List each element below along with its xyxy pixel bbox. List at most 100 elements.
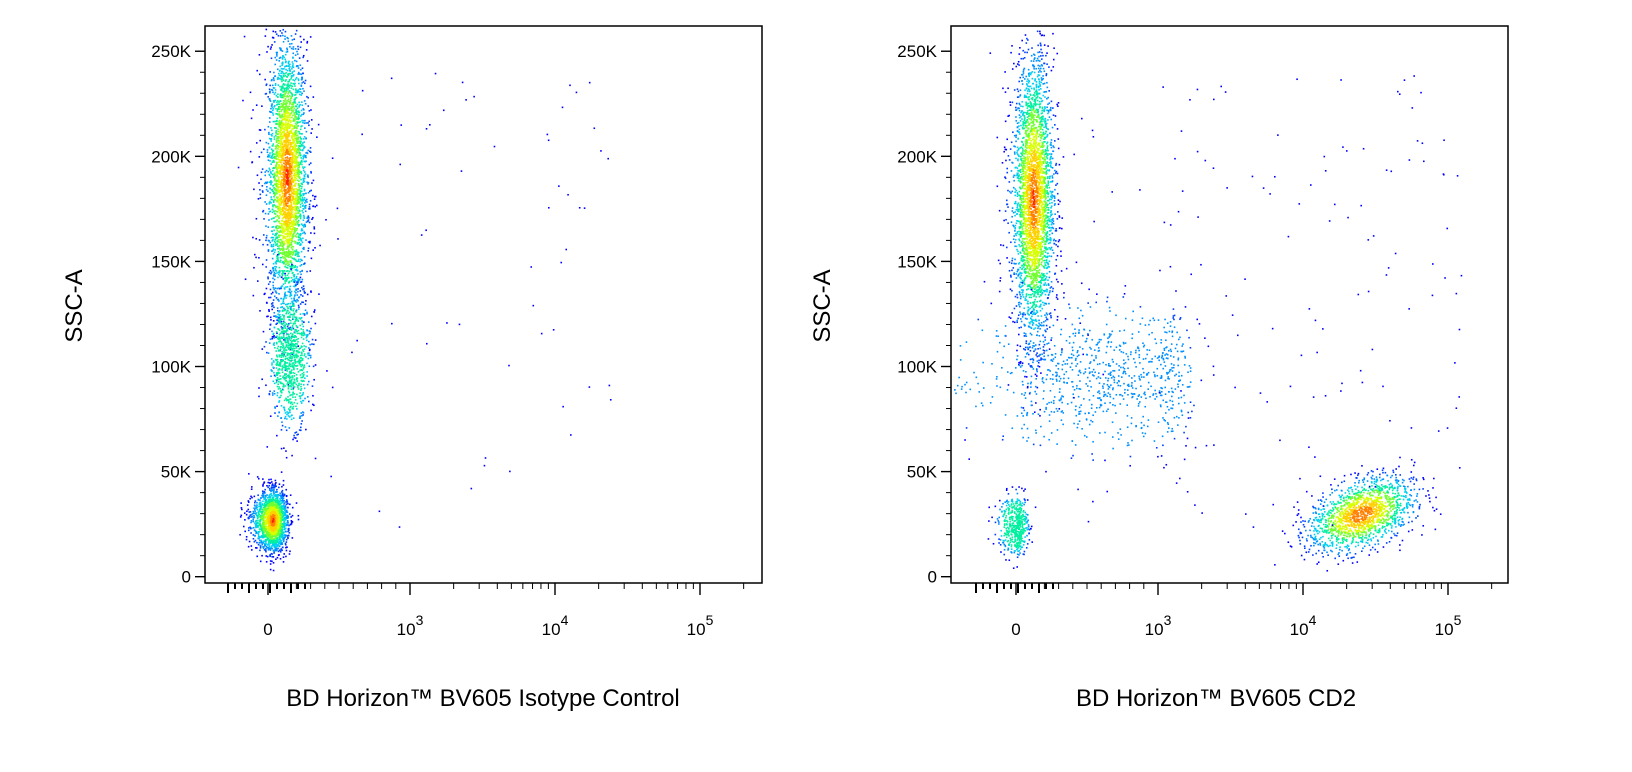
event-dot <box>301 202 303 204</box>
event-dot <box>269 241 272 244</box>
event-dot <box>287 346 289 348</box>
event-dot <box>294 396 297 398</box>
event-dot <box>271 157 274 159</box>
event-dot <box>274 268 277 270</box>
event-dot <box>296 140 298 143</box>
event-dot <box>279 275 281 277</box>
event-dot <box>272 149 275 152</box>
event-dot <box>290 238 293 240</box>
event-dot <box>285 147 287 150</box>
event-dot <box>304 291 306 294</box>
event-dot <box>276 337 279 339</box>
event-dot <box>285 280 288 282</box>
event-dot <box>272 299 275 301</box>
event-dot <box>307 105 310 107</box>
event-dot <box>276 385 279 388</box>
event-dot <box>260 151 263 154</box>
event-dot <box>297 115 300 117</box>
event-dot <box>290 251 293 253</box>
event-dot <box>286 127 289 130</box>
event-dot <box>285 166 288 169</box>
event-dot <box>281 166 284 169</box>
event-dot <box>288 103 291 105</box>
event-dot <box>296 433 298 436</box>
event-dot <box>300 328 302 330</box>
event-dot <box>274 273 277 275</box>
event-dot <box>307 183 309 185</box>
event-dot <box>271 152 274 154</box>
event-dot <box>257 494 259 497</box>
event-dot <box>291 124 294 127</box>
event-dot <box>290 166 292 169</box>
event-dot <box>280 306 282 309</box>
event-dot <box>286 188 289 190</box>
event-dot <box>278 355 281 358</box>
event-dot <box>257 526 260 528</box>
event-dot <box>257 531 260 533</box>
event-dot <box>277 547 280 550</box>
event-dot <box>290 201 292 204</box>
event-dot <box>281 143 284 146</box>
event-dot <box>270 481 273 483</box>
event-dot <box>288 322 290 325</box>
event-dot <box>268 121 271 123</box>
event-dot <box>286 205 289 208</box>
event-dot <box>276 488 278 491</box>
event-dot <box>303 216 305 218</box>
event-dot <box>285 197 288 200</box>
event-dot <box>282 339 285 341</box>
event-dot <box>289 201 292 203</box>
event-dot <box>267 542 270 545</box>
event-dot <box>298 224 301 226</box>
event-dot <box>288 79 291 81</box>
event-dot <box>285 119 288 122</box>
event-dot <box>274 91 277 94</box>
event-dot <box>299 215 302 217</box>
event-dot <box>293 295 296 298</box>
event-dot <box>300 281 302 283</box>
event-dot <box>300 273 302 276</box>
event-dot <box>283 366 285 369</box>
event-dot <box>282 249 284 252</box>
event-dot <box>276 405 278 408</box>
event-dot <box>280 140 283 143</box>
event-dot <box>267 509 269 512</box>
event-dot <box>293 379 296 381</box>
event-dot <box>292 101 294 104</box>
event-dot <box>265 545 268 548</box>
event-dot <box>277 388 280 390</box>
event-dot <box>311 218 313 220</box>
event-dot <box>281 318 284 321</box>
event-dot <box>269 92 271 94</box>
event-dot <box>280 496 282 498</box>
event-dot <box>277 378 279 381</box>
event-dot <box>273 87 276 89</box>
event-dot <box>278 318 281 321</box>
event-dot <box>259 310 261 312</box>
event-dot <box>302 198 304 201</box>
event-dot <box>295 197 297 200</box>
event-dot <box>287 218 290 221</box>
event-dot <box>281 359 284 361</box>
event-dot <box>281 192 284 195</box>
event-dot <box>250 545 253 547</box>
event-dot <box>298 195 301 198</box>
event-dot <box>302 334 305 337</box>
event-dot <box>268 487 271 490</box>
event-dot <box>289 90 291 92</box>
event-dot <box>306 181 309 184</box>
event-dot <box>272 262 275 265</box>
event-dot <box>293 161 295 164</box>
event-dot <box>266 504 268 507</box>
event-dot <box>283 302 285 305</box>
event-dot <box>298 382 300 385</box>
event-dot <box>299 290 302 292</box>
event-dot <box>277 220 280 223</box>
event-dot <box>271 392 274 394</box>
event-dot <box>265 529 268 531</box>
event-dot <box>294 97 297 100</box>
event-dot <box>286 362 289 364</box>
event-dot <box>314 246 316 249</box>
event-dot <box>297 281 300 284</box>
event-dot <box>302 392 305 394</box>
